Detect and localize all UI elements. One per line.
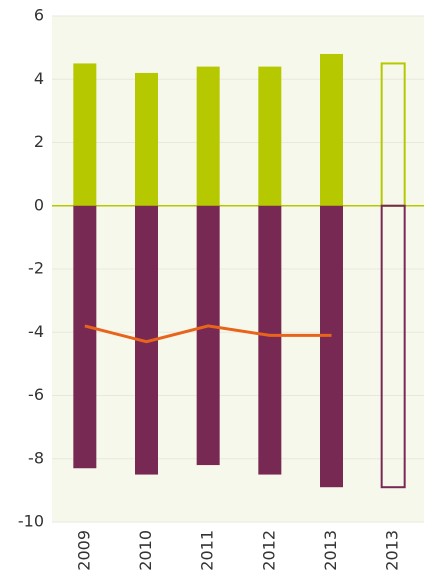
y-tick-label: -8 xyxy=(28,448,44,467)
bar xyxy=(196,66,220,206)
x-tick-label: 2010 xyxy=(136,530,155,571)
x-tick-label: 2009 xyxy=(74,530,93,571)
bar xyxy=(258,205,282,475)
x-tick-label: 2012 xyxy=(259,530,278,571)
bar xyxy=(320,205,343,488)
y-tick-label: 0 xyxy=(34,195,44,214)
line xyxy=(84,324,332,344)
y-tick-label: -6 xyxy=(28,385,44,404)
x-tick-label: 2013 xyxy=(383,530,402,571)
y-tick-label: 4 xyxy=(34,69,44,88)
bar xyxy=(135,72,158,206)
x-tick-label: 2011 xyxy=(198,530,217,571)
bar xyxy=(258,66,282,206)
y-tick-label: -4 xyxy=(28,322,44,341)
bar xyxy=(320,53,343,206)
y-tick-label: 6 xyxy=(34,6,44,25)
bar xyxy=(73,205,97,469)
bar xyxy=(73,63,97,206)
x-tick-label: 2013 xyxy=(321,530,340,571)
bar xyxy=(135,205,158,475)
y-tick-label: -2 xyxy=(28,259,44,278)
bar xyxy=(196,205,220,466)
y-tick-label: -10 xyxy=(18,512,44,531)
y-tick-label: 2 xyxy=(34,132,44,151)
bar xyxy=(380,204,406,489)
